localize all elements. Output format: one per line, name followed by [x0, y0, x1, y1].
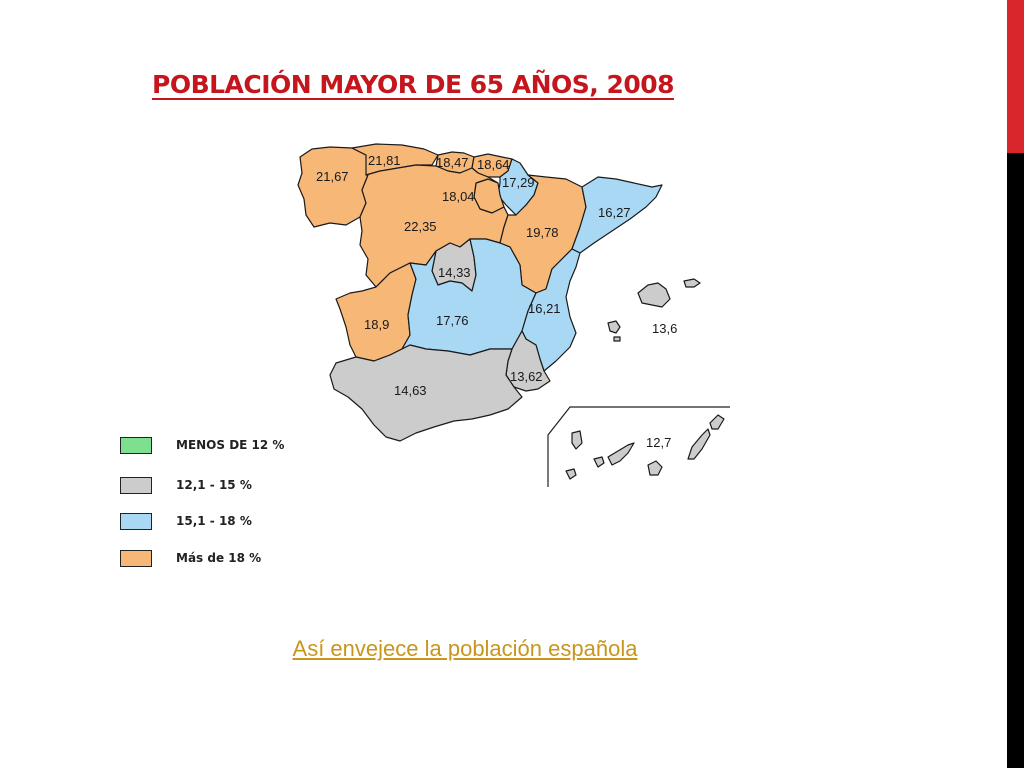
- region-canarias-elhierro: [565, 468, 577, 480]
- region-canarias-lagomera: [593, 456, 605, 468]
- region-canarias-grancanaria: [647, 460, 663, 476]
- edge-accent-red: [1007, 0, 1024, 153]
- edge-accent-black: [1007, 153, 1024, 768]
- region-baleares-ibiza: [607, 320, 621, 334]
- label-madrid: 14,33: [438, 265, 471, 280]
- legend-label: Más de 18 %: [176, 551, 262, 565]
- legend-label: 12,1 - 15 %: [176, 478, 252, 492]
- legend-label: MENOS DE 12 %: [176, 438, 285, 452]
- label-la-rioja: 18,04: [442, 189, 475, 204]
- legend-swatch: [120, 477, 152, 494]
- region-canarias-lanzarote: [709, 414, 725, 430]
- label-navarra: 17,29: [502, 175, 535, 190]
- region-cataluna: [571, 176, 663, 254]
- region-baleares-formentera: [613, 336, 621, 342]
- region-baleares-menorca: [683, 278, 701, 288]
- legend-swatch: [120, 550, 152, 567]
- canarias-inset-frame: [547, 406, 730, 487]
- region-canarias-fuerteventura: [687, 428, 711, 460]
- region-galicia: [297, 146, 369, 228]
- label-pais-vasco: 18,64: [477, 157, 510, 172]
- region-canarias-lapalma: [571, 430, 583, 450]
- slide-title: POBLACIÓN MAYOR DE 65 AÑOS, 2008: [152, 70, 675, 99]
- legend-swatch: [120, 513, 152, 530]
- legend-label: 15,1 - 18 %: [176, 514, 252, 528]
- label-cataluna: 16,27: [598, 205, 631, 220]
- label-extremadura: 18,9: [364, 317, 389, 332]
- label-comunidad-valenciana: 16,21: [528, 301, 561, 316]
- region-andalucia: [329, 344, 523, 442]
- label-canarias: 12,7: [646, 435, 671, 450]
- ageing-article-link[interactable]: Así envejece la población española: [292, 636, 638, 661]
- slide-edge-bar: [1007, 0, 1024, 768]
- label-murcia: 13,62: [510, 369, 543, 384]
- label-castilla-la-mancha: 17,76: [436, 313, 469, 328]
- label-galicia: 21,67: [316, 169, 349, 184]
- label-baleares: 13,6: [652, 321, 677, 336]
- legend-swatch: [120, 437, 152, 454]
- label-aragon: 19,78: [526, 225, 559, 240]
- label-asturias: 21,81: [368, 153, 401, 168]
- label-cantabria: 18,47: [436, 155, 469, 170]
- label-andalucia: 14,63: [394, 383, 427, 398]
- region-canarias-tenerife: [607, 442, 635, 466]
- spain-map: 21,67 21,81 18,47 18,64 17,29 18,04 22,3…: [297, 143, 730, 487]
- label-castilla-y-leon: 22,35: [404, 219, 437, 234]
- region-baleares-mallorca: [637, 282, 671, 308]
